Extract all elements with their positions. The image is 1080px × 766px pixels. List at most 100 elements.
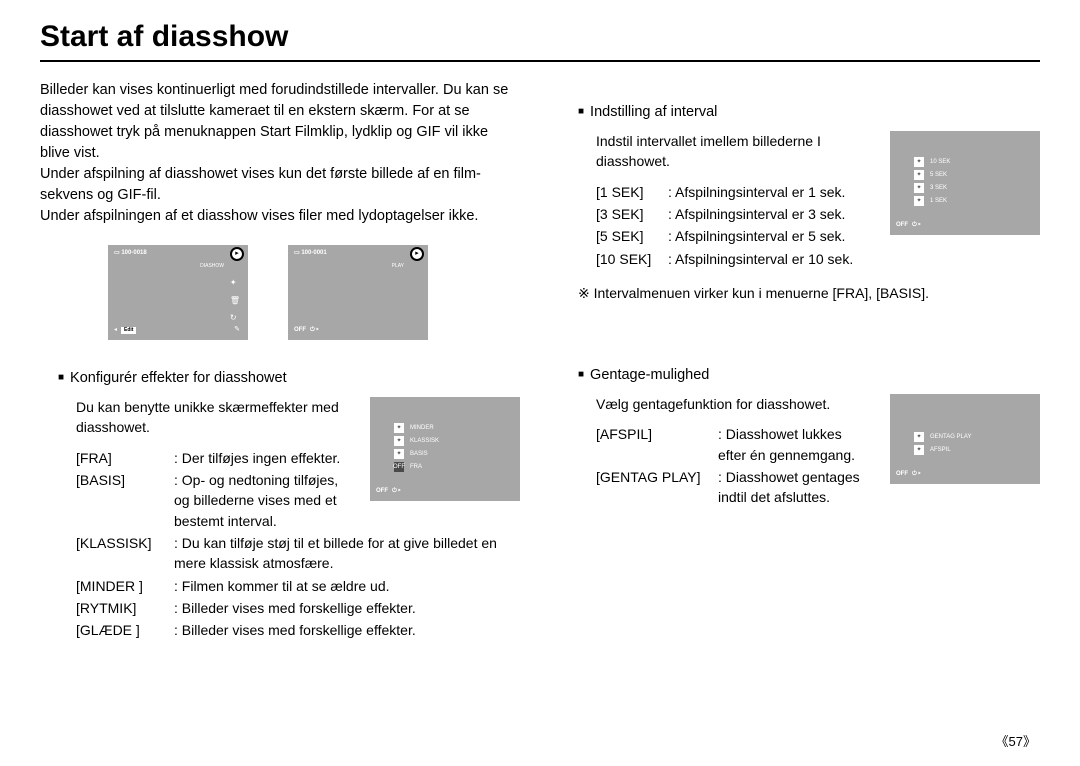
menu-item-label: 5 SEK [930, 171, 947, 180]
menu-item: ✦ 10 SEK [914, 157, 950, 167]
menu-item-icon: ✦ [394, 423, 404, 433]
lcd-mode-label: DIASHOW [200, 263, 224, 270]
lcd-icon-column: ✦ 🗑 ↻ [230, 277, 240, 324]
list-item: [BASIS]: Op- og nedtoning tilføjes, og b… [76, 470, 352, 531]
effects-desc: Du kan benytte unikke skærmeffekter med … [76, 397, 352, 438]
lcd-mode-label: PLAY [392, 263, 404, 270]
menu-item: OFF FRA [394, 462, 439, 472]
list-item: [3 SEK]: Afspilningsinterval er 3 sek. [596, 204, 872, 224]
menu-item-label: AFSPIL [930, 446, 951, 455]
item-label: [10 SEK] [596, 249, 668, 269]
list-item: [FRA]: Der tilføjes ingen effekter. [76, 448, 352, 468]
lcd-file-label: ▭ 100-0018 [114, 249, 147, 258]
lcd-previews: ▭ 100-0018 ▸ DIASHOW ✦ 🗑 ↻ ◂ Edit ✎ ▭ 10… [108, 245, 520, 340]
menu-item-icon: ✦ [914, 432, 924, 442]
list-item: [5 SEK]: Afspilningsinterval er 5 sek. [596, 226, 872, 246]
menu-item-label: 3 SEK [930, 184, 947, 193]
item-label: [GLÆDE ] [76, 620, 174, 640]
list-item: [GENTAG PLAY]: Diasshowet gentages indti… [596, 467, 872, 508]
effect-icon: ✦ [230, 277, 240, 289]
menu-item-label: 1 SEK [930, 197, 947, 206]
menu-item-label: KLASSISK [410, 437, 439, 446]
item-label: [KLASSISK] [76, 533, 174, 574]
page-number: 《57》 [996, 731, 1036, 750]
edit-button: Edit [121, 327, 136, 334]
item-label: [AFSPIL] [596, 424, 718, 465]
list-item: [1 SEK]: Afspilningsinterval er 1 sek. [596, 182, 872, 202]
menu-item-label: MINDER [410, 424, 434, 433]
effects-menu-box: ✦ MINDER ✦ KLASSISK ✦ BASIS OFF FRA OFF ⏻ ▸ [370, 397, 520, 501]
trash-icon: 🗑 [230, 295, 240, 307]
interval-desc: Indstil intervallet imellem billederne I… [596, 131, 872, 172]
item-value: : Billeder vises med forskellige effekte… [174, 598, 520, 618]
item-label: [RYTMIK] [76, 598, 174, 618]
item-value: : Afspilningsinterval er 1 sek. [668, 182, 872, 202]
menu-item-icon: ✦ [914, 196, 924, 206]
item-value: : Diasshowet lukkes efter én gennemgang. [718, 424, 872, 465]
intro-text: Billeder kan vises kontinuerligt med for… [40, 80, 520, 227]
item-value: : Der tilføjes ingen effekter. [174, 448, 352, 468]
item-label: [BASIS] [76, 470, 174, 531]
content-columns: Billeder kan vises kontinuerligt med for… [0, 80, 1080, 640]
menu-item-icon: ✦ [914, 445, 924, 455]
menu-item-icon: ✦ [394, 436, 404, 446]
note-text: Intervalmenuen virker kun i menuerne [FR… [578, 283, 1040, 303]
menu-item-icon: ✦ [394, 449, 404, 459]
item-value: : Filmen kommer til at se ældre ud. [174, 576, 520, 596]
item-label: [5 SEK] [596, 226, 668, 246]
right-column: Indstilling af interval Indstil interval… [560, 80, 1040, 640]
list-item: [MINDER ]: Filmen kommer til at se ældre… [76, 576, 520, 596]
repeat-body: Vælg gentagefunktion for diasshowet. [AF… [596, 394, 1040, 507]
menu-item-label: BASIS [410, 450, 428, 459]
play-icon: ▸ [410, 247, 424, 261]
item-label: [1 SEK] [596, 182, 668, 202]
item-label: [MINDER ] [76, 576, 174, 596]
item-value: : Afspilningsinterval er 3 sek. [668, 204, 872, 224]
menu-item: ✦ BASIS [394, 449, 439, 459]
page-title: Start af diasshow [40, 20, 1040, 62]
repeat-desc: Vælg gentagefunktion for diasshowet. [596, 394, 872, 414]
item-value: : Afspilningsinterval er 10 sek. [668, 249, 872, 269]
off-label: OFF ⏻ ▸ [896, 221, 921, 230]
menu-item: ✦ AFSPIL [914, 445, 971, 455]
item-value: : Afspilningsinterval er 5 sek. [668, 226, 872, 246]
interval-heading: Indstilling af interval [578, 102, 1040, 123]
menu-item-icon: ✦ [914, 183, 924, 193]
off-label: OFF ⏻ ▸ [294, 326, 319, 335]
lcd-play: ▭ 100-0001 ▸ PLAY OFF ⏻ ▸ [288, 245, 428, 340]
repeat-heading: Gentage-mulighed [578, 365, 1040, 386]
menu-item: ✦ 3 SEK [914, 183, 950, 193]
menu-item: ✦ 5 SEK [914, 170, 950, 180]
interval-body: Indstil intervallet imellem billederne I… [596, 131, 1040, 269]
list-item: [GLÆDE ]: Billeder vises med forskellige… [76, 620, 520, 640]
menu-item-icon: ✦ [914, 157, 924, 167]
effects-body: Du kan benytte unikke skærmeffekter med … [76, 397, 520, 640]
left-column: Billeder kan vises kontinuerligt med for… [40, 80, 520, 640]
tool-icon: ✎ [234, 325, 240, 335]
lcd-diashow: ▭ 100-0018 ▸ DIASHOW ✦ 🗑 ↻ ◂ Edit ✎ [108, 245, 248, 340]
lcd-file-label: ▭ 100-0001 [294, 249, 327, 258]
menu-item: ✦ KLASSISK [394, 436, 439, 446]
menu-item-label: FRA [410, 463, 422, 472]
lcd-bottom-bar: ◂ Edit [114, 326, 136, 335]
item-value: : Billeder vises med forskellige effekte… [174, 620, 520, 640]
rotate-icon: ↻ [230, 312, 240, 324]
item-label: [GENTAG PLAY] [596, 467, 718, 508]
list-item: [KLASSISK]: Du kan tilføje støj til et b… [76, 533, 520, 574]
off-label: OFF ⏻ ▸ [376, 487, 401, 496]
menu-item-label: GENTAG PLAY [930, 433, 971, 442]
repeat-menu-box: ✦GENTAG PLAY✦AFSPIL OFF ⏻ ▸ [890, 394, 1040, 484]
list-item: [10 SEK]: Afspilningsinterval er 10 sek. [596, 249, 872, 269]
menu-item-icon: ✦ [914, 170, 924, 180]
menu-item: ✦ GENTAG PLAY [914, 432, 971, 442]
item-label: [3 SEK] [596, 204, 668, 224]
interval-menu-box: ✦ 10 SEK ✦ 5 SEK ✦ 3 SEK ✦ 1 SEK OFF ⏻ ▸ [890, 131, 1040, 235]
menu-item-icon: OFF [394, 462, 404, 472]
list-item: [RYTMIK]: Billeder vises med forskellige… [76, 598, 520, 618]
effects-heading: Konfigurér effekter for diasshowet [58, 368, 520, 389]
item-label: [FRA] [76, 448, 174, 468]
item-value: : Diasshowet gentages indtil det afslutt… [718, 467, 872, 508]
slideshow-icon: ▸ [230, 247, 244, 261]
menu-item-label: 10 SEK [930, 158, 950, 167]
menu-item: ✦ MINDER [394, 423, 439, 433]
